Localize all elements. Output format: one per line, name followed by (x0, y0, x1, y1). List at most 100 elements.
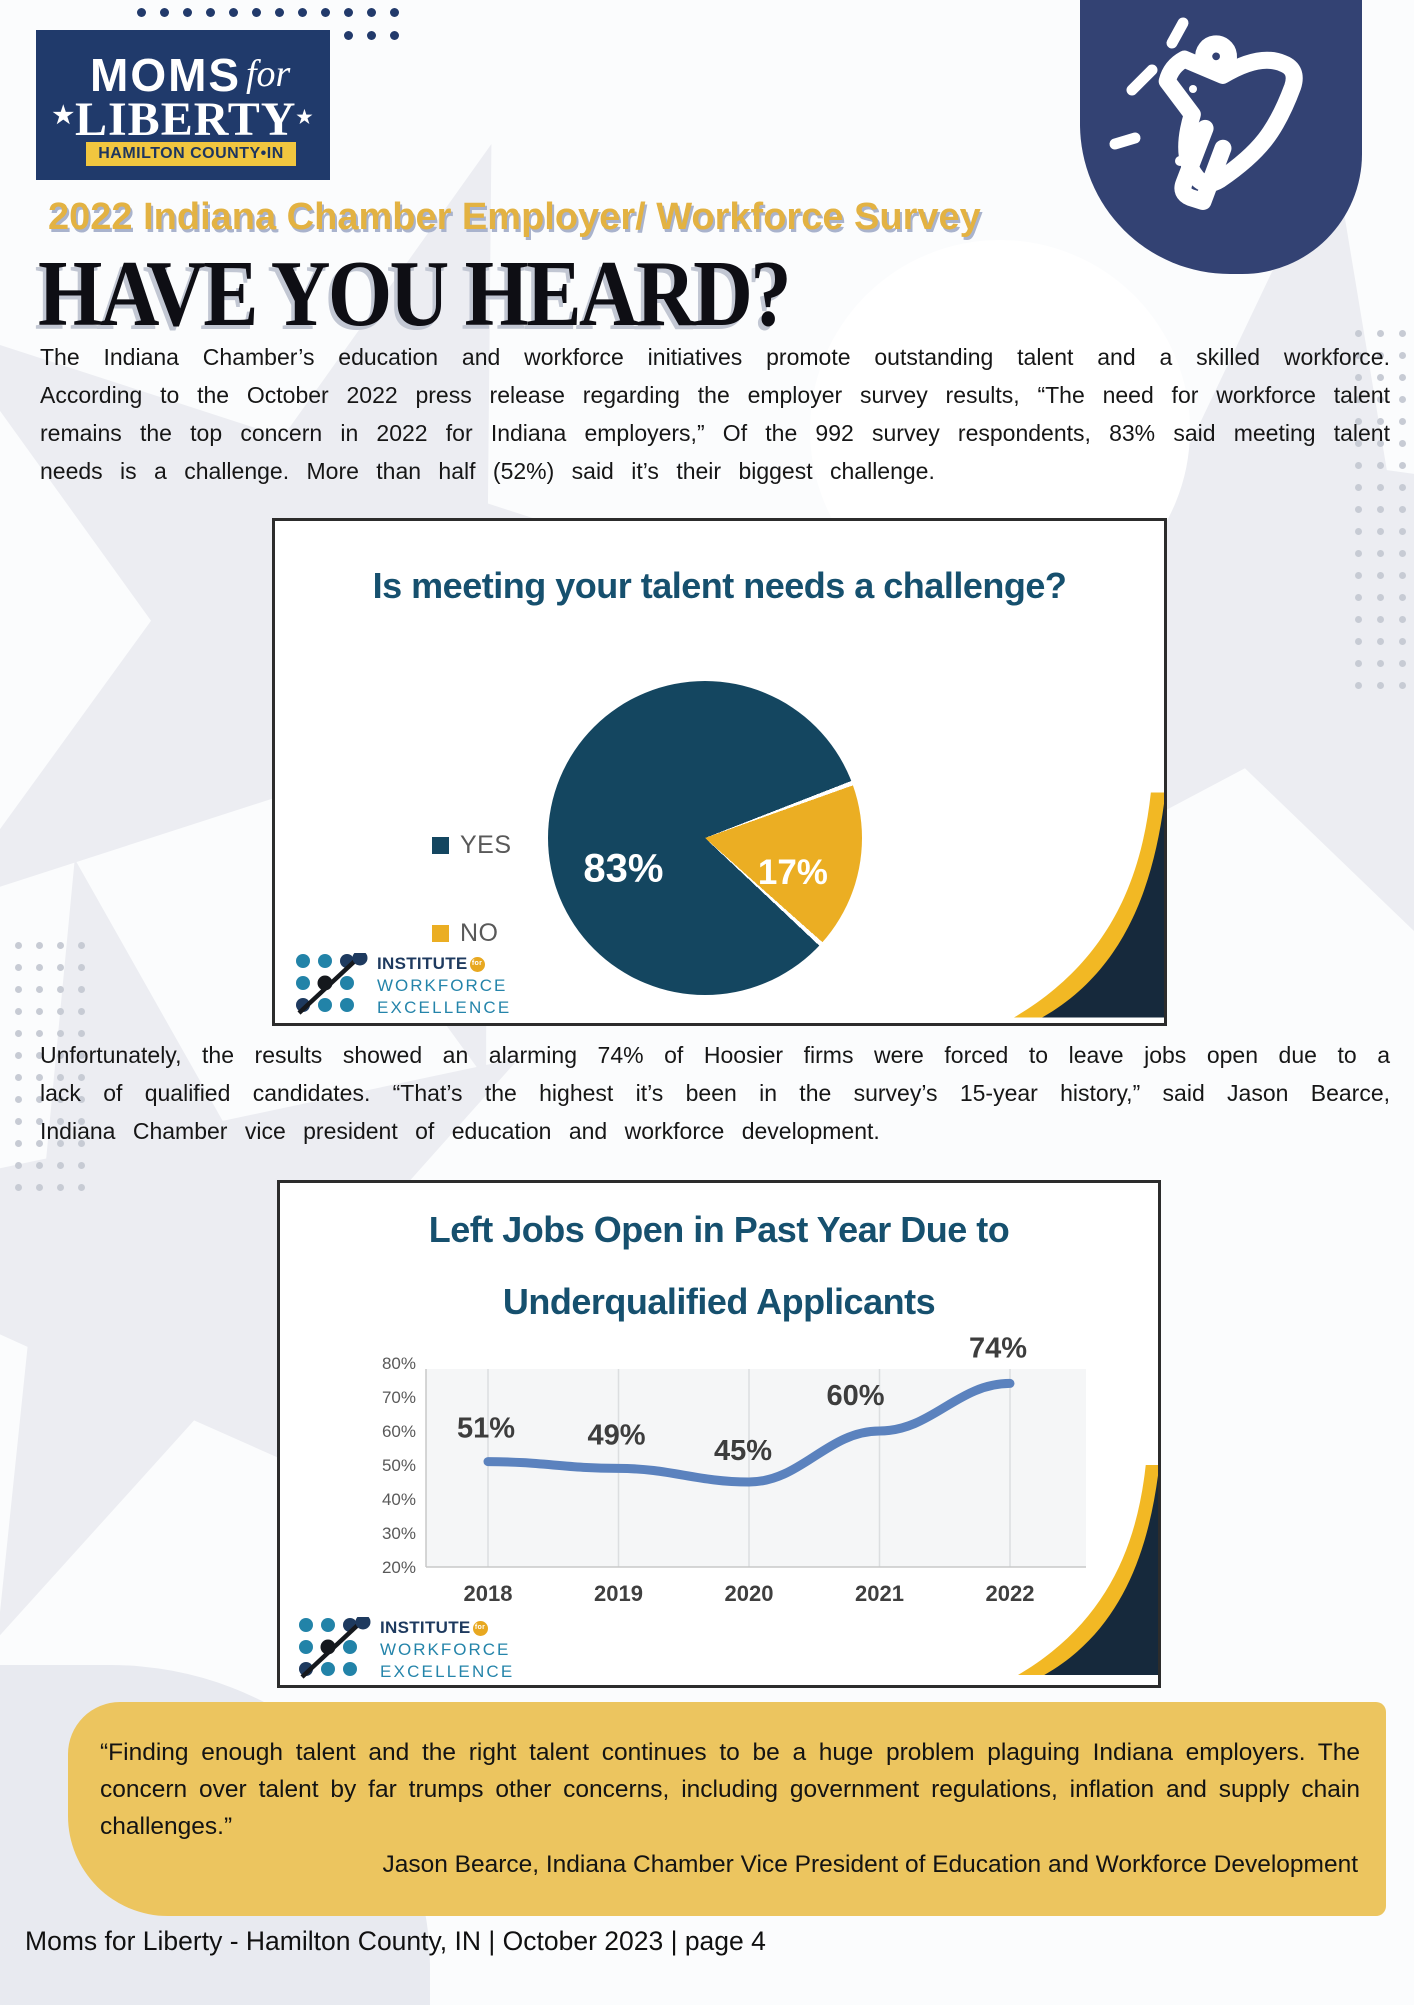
decorative-dot (15, 1074, 22, 1081)
pie-slice-label-yes: 83% (583, 846, 664, 891)
decorative-dot (321, 8, 330, 17)
svg-text:70%: 70% (382, 1388, 416, 1407)
decorative-dot (1377, 616, 1384, 623)
decorative-dot (1399, 462, 1406, 469)
decorative-dot (36, 1140, 43, 1147)
iwe-dots-icon (296, 953, 368, 1015)
decorative-dot (1355, 506, 1362, 513)
decorative-dot (1399, 484, 1406, 491)
decorative-dot (298, 8, 307, 17)
iwe-line3: EXCELLENCE (380, 1662, 515, 1681)
star-icon: ★ (52, 103, 75, 129)
intro-paragraph: The Indiana Chamber’s education and work… (40, 344, 1390, 484)
decorative-dot (1377, 638, 1384, 645)
logo-moms-text: MOMS (90, 49, 242, 101)
decorative-dot (1355, 594, 1362, 601)
decorative-dot (36, 1162, 43, 1169)
iwe-institute-text: INSTITUTE (380, 1618, 471, 1637)
decorative-dot (57, 1008, 64, 1015)
decorative-dot (57, 1074, 64, 1081)
decorative-dot (78, 1008, 85, 1015)
decorative-dot (1355, 484, 1362, 491)
decorative-dot (57, 986, 64, 993)
iwe-dots-icon (299, 1617, 371, 1679)
decorative-dot (15, 964, 22, 971)
decorative-dot (1355, 660, 1362, 667)
decorative-dot (1399, 682, 1406, 689)
decorative-dot (1377, 418, 1384, 425)
decorative-dot (275, 8, 284, 17)
page-title: HAVE YOU HEARD? (38, 242, 792, 346)
decorative-dot (15, 1162, 22, 1169)
svg-text:50%: 50% (382, 1456, 416, 1475)
decorative-dot (15, 1096, 22, 1103)
decorative-dot (57, 1052, 64, 1059)
svg-text:80%: 80% (382, 1354, 416, 1373)
logo-for-text: for (246, 53, 291, 95)
decorative-dot (1377, 374, 1384, 381)
line-chart-panel: Left Jobs Open in Past Year Due to Under… (277, 1180, 1161, 1688)
star-icon: ★ (296, 107, 314, 127)
iwe-line1: INSTITUTE for (380, 1617, 514, 1639)
iwe-for-badge: for (472, 1620, 488, 1636)
decorative-dot (1377, 528, 1384, 535)
decorative-dot (1355, 440, 1362, 447)
svg-text:51%: 51% (457, 1413, 515, 1445)
decorative-dot (1377, 594, 1384, 601)
megaphone-icon (1109, 17, 1303, 211)
survey-subtitle: 2022 Indiana Chamber Employer/ Workforce… (48, 196, 981, 238)
iwe-line2: WORKFORCE (380, 1640, 511, 1659)
decorative-dot (1399, 638, 1406, 645)
decorative-dot (1399, 440, 1406, 447)
iwe-institute-text: INSTITUTE (377, 954, 468, 973)
decorative-dot (1377, 396, 1384, 403)
svg-text:2022: 2022 (986, 1581, 1035, 1606)
decorative-dot (160, 8, 169, 17)
middle-paragraph: Unfortunately, the results showed an ala… (40, 1042, 1390, 1144)
pie-chart-panel: Is meeting your talent needs a challenge… (272, 518, 1167, 1026)
decorative-dot (57, 964, 64, 971)
decorative-dot (1399, 572, 1406, 579)
decorative-dot (1399, 418, 1406, 425)
decorative-dot (1377, 330, 1384, 337)
decorative-dot (1377, 484, 1384, 491)
quote-callout: “Finding enough talent and the right tal… (68, 1702, 1386, 1916)
decorative-dot (1377, 660, 1384, 667)
decorative-dot (1399, 506, 1406, 513)
svg-text:2021: 2021 (855, 1581, 904, 1606)
decorative-dot (78, 1074, 85, 1081)
decorative-dot (15, 1118, 22, 1125)
decorative-dot (1355, 418, 1362, 425)
decorative-dot (1355, 682, 1362, 689)
legend-label-yes: YES (460, 831, 512, 859)
decorative-dot (36, 1184, 43, 1191)
line-chart-title-line1: Left Jobs Open in Past Year Due to (428, 1209, 1010, 1250)
decorative-dot (78, 1030, 85, 1037)
decorative-dot (1377, 506, 1384, 513)
quote-text: “Finding enough talent and the right tal… (100, 1739, 1360, 1840)
iwe-line3: EXCELLENCE (377, 998, 512, 1017)
svg-text:60%: 60% (826, 1380, 884, 1412)
decorative-dot (137, 8, 146, 17)
corner-swoosh-decoration (1018, 1465, 1158, 1675)
decorative-dot (367, 8, 376, 17)
decorative-dot (1377, 440, 1384, 447)
decorative-dot (57, 1184, 64, 1191)
decorative-dot (78, 942, 85, 949)
iwe-line1: INSTITUTE for (377, 953, 511, 975)
iwe-for-badge: for (469, 956, 485, 972)
page-footer: Moms for Liberty - Hamilton County, IN |… (25, 1926, 766, 1956)
svg-text:60%: 60% (382, 1422, 416, 1441)
decorative-dot (57, 942, 64, 949)
decorative-dot (1355, 352, 1362, 359)
pie-chart-title: Is meeting your talent needs a challenge… (372, 565, 1067, 606)
decorative-dot (15, 1184, 22, 1191)
decorative-dot (1399, 594, 1406, 601)
decorative-dot (36, 1074, 43, 1081)
decorative-dot (15, 1140, 22, 1147)
institute-workforce-excellence-logo: INSTITUTE for WORKFORCE EXCELLENCE (298, 1617, 514, 1683)
decorative-dot (390, 8, 399, 17)
decorative-dot (344, 8, 353, 17)
